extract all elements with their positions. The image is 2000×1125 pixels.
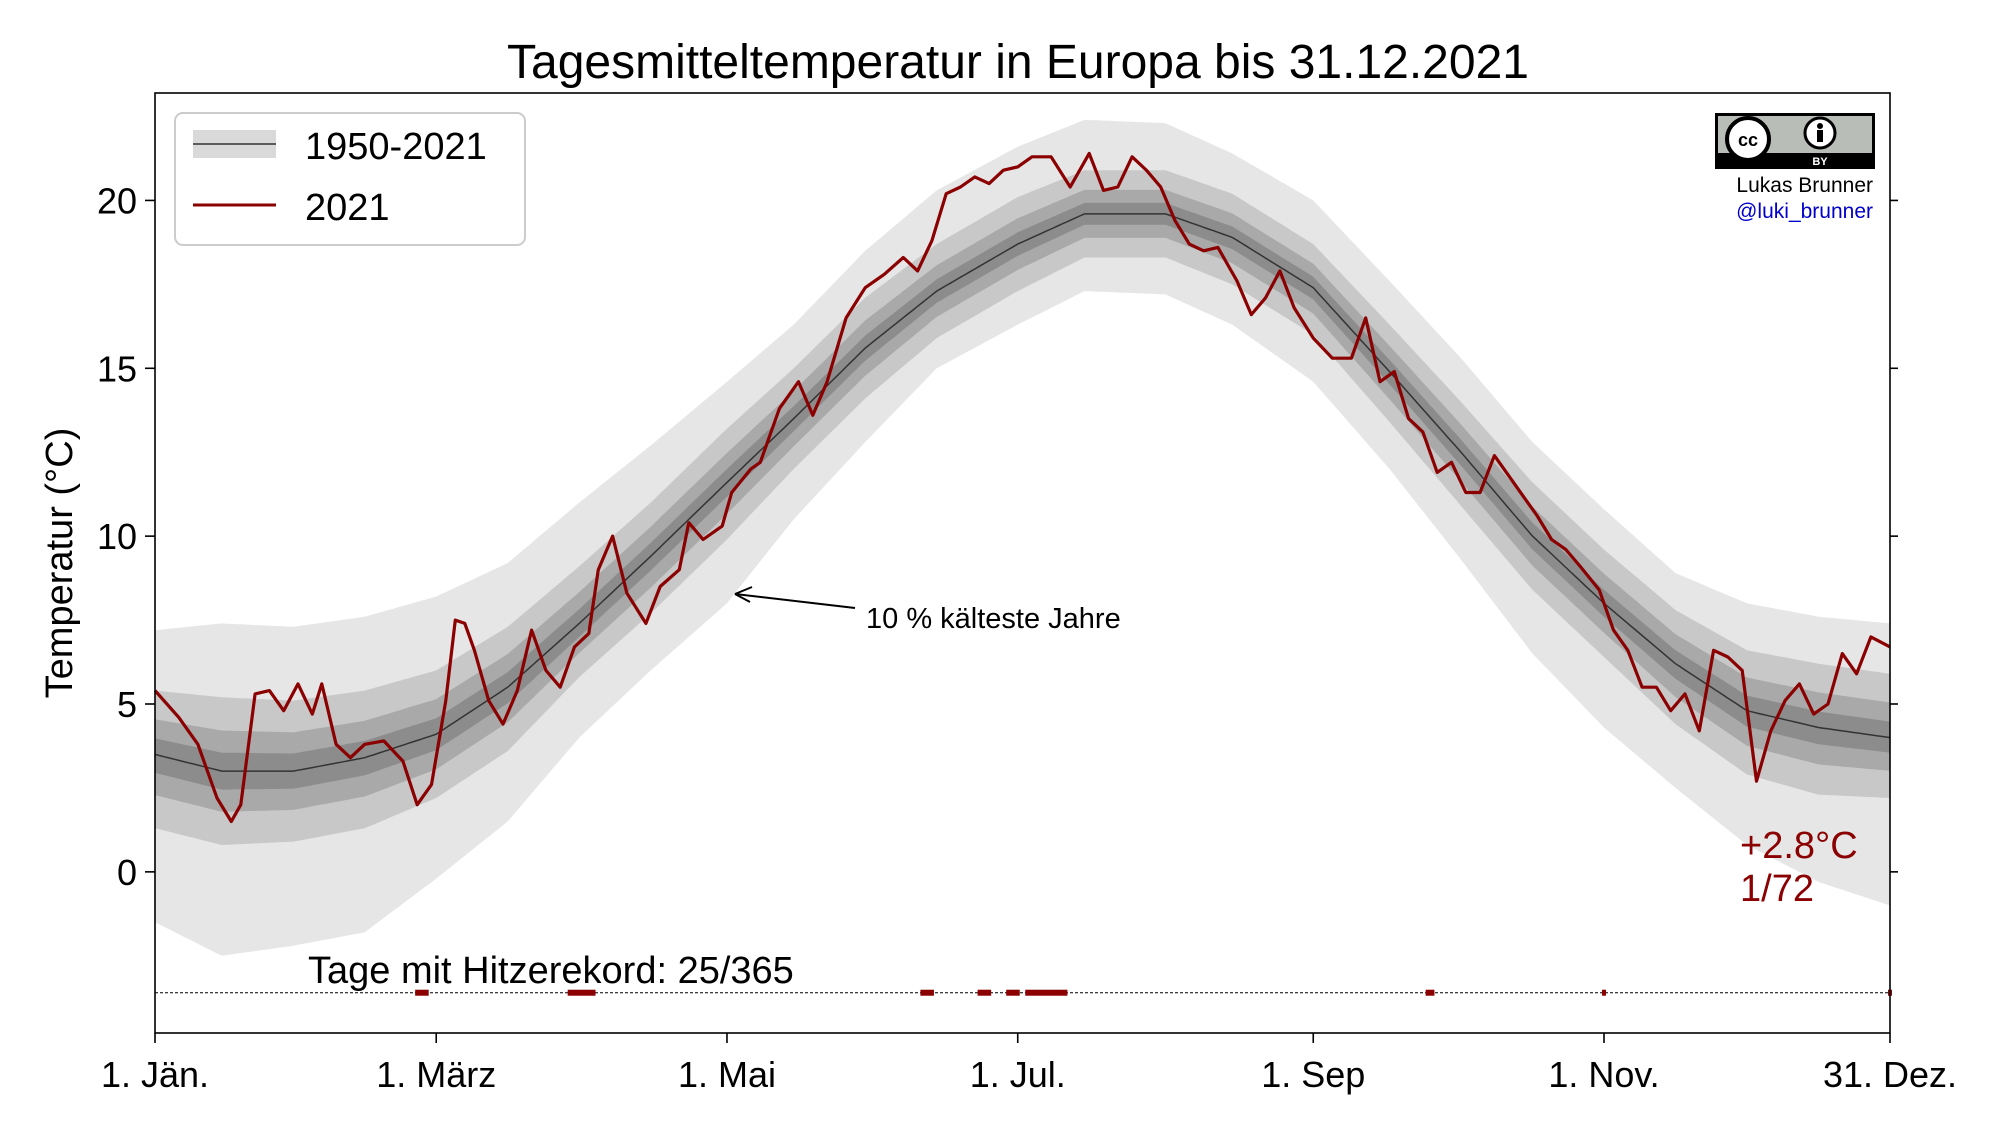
annotation-arrow <box>734 593 856 609</box>
legend-label-climatology: 1950-2021 <box>305 126 487 168</box>
plot-frame <box>154 92 1891 1034</box>
y-axis-label: Temperatur (°C) <box>39 428 81 699</box>
climatology-bands <box>155 119 1890 956</box>
chart-title: Tagesmitteltemperatur in Europa bis 31.1… <box>507 36 1529 89</box>
record-day-mark <box>1025 989 1068 996</box>
record-day-mark <box>415 989 429 996</box>
record-day-mark <box>567 989 596 996</box>
credit-name: Lukas Brunner <box>1736 174 1873 197</box>
svg-text:BY: BY <box>1812 156 1828 168</box>
record-day-mark <box>1006 989 1020 996</box>
x-tick-label: 1. Nov. <box>1548 1054 1659 1095</box>
anomaly-label: +2.8°C <box>1740 825 1858 867</box>
x-tick-label: 31. Dez. <box>1823 1054 1957 1095</box>
y-tick-label: 10 <box>97 516 137 557</box>
y-tick-label: 0 <box>117 852 137 893</box>
annotation-text: 10 % kälteste Jahre <box>866 603 1121 635</box>
cc-icon <box>1725 116 1771 162</box>
legend-label-2021: 2021 <box>305 187 390 229</box>
rank-label: 1/72 <box>1740 868 1814 910</box>
record-days-label: Tage mit Hitzerekord: 25/365 <box>308 950 794 992</box>
x-axis: 1. Jän. 1. März 1. Mai 1. Jul. 1. Sep 1. Nov.… <box>101 1033 1957 1095</box>
annotation-coldest: 10 % kälteste Jahre <box>734 586 1121 635</box>
svg-text:cc: cc <box>1738 130 1758 150</box>
record-day-mark <box>920 989 934 996</box>
y-tick-label: 5 <box>117 684 137 725</box>
record-day-mark <box>1602 989 1607 996</box>
x-tick-label: 1. Jul. <box>970 1054 1066 1095</box>
x-tick-label: 1. Sep <box>1261 1054 1365 1095</box>
y-axis: 0 5 10 15 20 <box>97 180 1898 893</box>
x-tick-label: 1. März <box>376 1054 496 1095</box>
x-tick-label: 1. Mai <box>678 1054 776 1095</box>
y-tick-label: 20 <box>97 180 137 221</box>
series-lines <box>153 151 1891 824</box>
y-tick-label: 15 <box>97 348 137 389</box>
legend: 1950-2021 2021 <box>174 112 526 246</box>
record-day-mark <box>1425 989 1435 996</box>
series-line-1950-2021 <box>154 213 1891 772</box>
license-badge: cc BY <box>1715 113 1875 169</box>
x-tick-label: 1. Jän. <box>101 1054 209 1095</box>
arrow-head-icon <box>734 586 753 603</box>
credit-handle[interactable]: @luki_brunner <box>1736 200 1873 223</box>
series-line-2021 <box>153 151 1891 824</box>
record-day-mark <box>977 989 992 996</box>
